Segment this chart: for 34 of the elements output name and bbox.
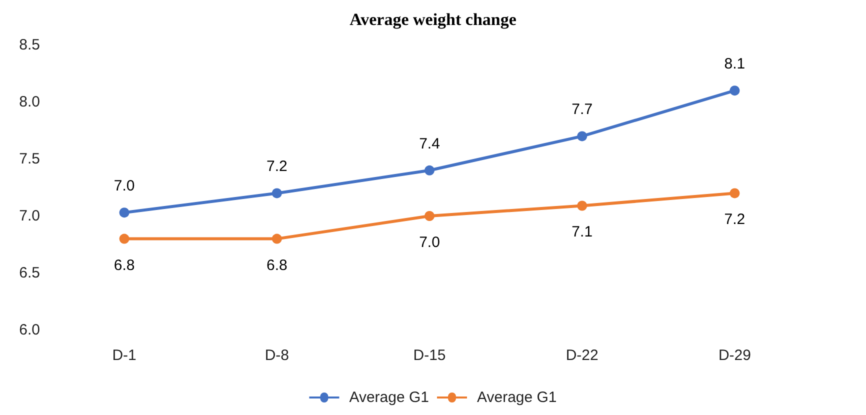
point bbox=[272, 234, 282, 244]
x-tick-label: D-15 bbox=[413, 347, 446, 364]
y-tick-label: 8.0 bbox=[19, 94, 40, 110]
point bbox=[577, 131, 588, 142]
data-label: 7.1 bbox=[572, 224, 593, 241]
y-tick-label: 7.5 bbox=[19, 150, 40, 168]
x-tick-label: D-8 bbox=[264, 347, 289, 364]
chart-title: Average weight change bbox=[350, 10, 517, 29]
data-label: 7.0 bbox=[114, 178, 135, 195]
point bbox=[119, 208, 130, 218]
data-label: 6.8 bbox=[114, 256, 135, 274]
data-label: 8.1 bbox=[724, 56, 746, 73]
legend-label: Average G1 bbox=[477, 389, 557, 406]
point bbox=[424, 211, 434, 221]
point bbox=[730, 86, 740, 96]
point bbox=[577, 200, 588, 211]
x-tick-label: D-29 bbox=[718, 347, 751, 364]
y-tick-label: 6.0 bbox=[19, 322, 40, 338]
data-label: 7.7 bbox=[572, 101, 593, 118]
legend-label: Average G1 bbox=[349, 389, 430, 406]
data-label: 7.2 bbox=[266, 158, 288, 176]
x-tick-label: D-1 bbox=[112, 347, 136, 364]
data-label: 7.2 bbox=[724, 211, 746, 228]
data-label: 6.8 bbox=[266, 256, 288, 274]
y-tick-label: 8.5 bbox=[19, 36, 40, 54]
data-label: 7.0 bbox=[419, 234, 440, 251]
point bbox=[119, 234, 130, 244]
y-tick-label: 6.5 bbox=[19, 264, 40, 282]
data-label: 7.4 bbox=[419, 135, 440, 152]
point bbox=[730, 188, 740, 198]
y-tick-label: 7.0 bbox=[19, 208, 40, 224]
point bbox=[424, 165, 434, 176]
point bbox=[272, 188, 282, 198]
x-tick-label: D-22 bbox=[566, 347, 598, 364]
